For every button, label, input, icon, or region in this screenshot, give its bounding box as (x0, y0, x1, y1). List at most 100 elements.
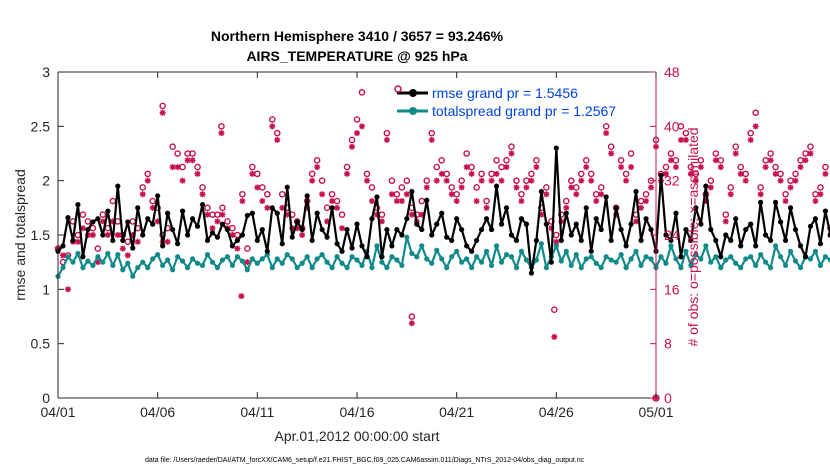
totalspread-point (294, 265, 300, 271)
legend-spread-marker (409, 107, 417, 115)
rmse-point (259, 226, 265, 233)
x-tick-label: 04/21 (439, 404, 474, 420)
rmse-point (279, 241, 285, 247)
obs-assimilated-point (707, 184, 714, 191)
obs-assimilated-point (777, 177, 784, 184)
totalspread-point (763, 259, 769, 265)
rmse-point (454, 216, 460, 222)
y-tick-right-label: 48 (664, 64, 680, 80)
chart-title-line2: AIRS_TEMPERATURE @ 925 hPa (246, 48, 467, 64)
rmse-point (603, 194, 609, 200)
rmse-point (339, 248, 345, 254)
rmse-point (404, 216, 410, 222)
x-tick-label: 05/01 (638, 404, 673, 420)
rmse-point (264, 248, 270, 254)
totalspread-point (618, 251, 624, 258)
obs-assimilated-point (463, 164, 470, 171)
rmse-point (738, 243, 744, 249)
totalspread-point (115, 251, 121, 258)
totalspread-point (274, 256, 280, 262)
obs-assimilated-point (742, 177, 749, 184)
obs-assimilated-point (468, 170, 475, 177)
obs-assimilated-point (189, 157, 196, 164)
obs-possible-point (448, 184, 455, 191)
obs-possible-point (189, 150, 196, 157)
obs-assimilated-point (114, 232, 121, 238)
legend-rmse-marker (409, 89, 417, 97)
totalspread-point (324, 259, 330, 265)
obs-assimilated-point (354, 130, 360, 137)
totalspread-point (234, 254, 240, 260)
x-axis-label: Apr.01,2012 00:00:00 start (274, 428, 439, 444)
obs-possible-point (124, 238, 132, 246)
totalspread-point (693, 251, 699, 258)
totalspread-point (184, 265, 191, 271)
totalspread-point (140, 259, 146, 265)
rmse-point (369, 216, 375, 222)
obs-assimilated-point (643, 198, 650, 205)
rmse-series (55, 145, 830, 276)
obs-assimilated-point (264, 204, 271, 211)
obs-assimilated-point (284, 211, 291, 218)
obs-possible-point (582, 156, 590, 164)
totalspread-point (817, 262, 824, 269)
rmse-point (439, 210, 445, 216)
totalspread-point (488, 262, 495, 269)
rmse-point (748, 221, 754, 227)
rmse-point (229, 243, 236, 249)
obs-assimilated-point (219, 211, 226, 218)
totalspread-point (578, 265, 584, 271)
totalspread-point (543, 265, 549, 271)
totalspread-point (419, 243, 425, 249)
rmse-point (204, 237, 211, 244)
obs-assimilated-point (428, 136, 435, 143)
obs-possible-point (797, 156, 804, 164)
obs-possible-point (169, 143, 176, 151)
obs-possible-point (543, 184, 550, 191)
rmse-point (155, 193, 161, 199)
rmse-point (429, 232, 435, 238)
obs-possible-point (707, 177, 715, 184)
obs-possible-point (533, 156, 540, 164)
y-tick-right-label: 16 (664, 281, 680, 297)
obs-assimilated-point (339, 225, 346, 232)
data-file-note: data file: /Users/raeder/DAI/ATM_forcXX/… (145, 457, 585, 464)
rmse-point (329, 205, 335, 211)
y-tick-label: 2.5 (31, 118, 51, 134)
totalspread-point (723, 257, 729, 263)
obs-possible-point (827, 224, 830, 232)
obs-assimilated-point (358, 123, 365, 130)
totalspread-point (812, 248, 819, 254)
totalspread-point (513, 265, 520, 271)
totalspread-point (822, 254, 829, 260)
obs-possible-point (777, 170, 784, 178)
y-tick-label: 0 (42, 390, 50, 406)
obs-assimilated-point (448, 191, 455, 198)
obs-assimilated-point (648, 184, 655, 191)
rmse-point (763, 232, 769, 238)
obs-assimilated-point (697, 164, 704, 171)
obs-possible-point (762, 156, 769, 164)
rmse-point (424, 197, 430, 203)
obs-possible-point (732, 143, 740, 151)
rmse-point (319, 226, 325, 233)
totalspread-point (454, 248, 460, 254)
totalspread-point (533, 257, 540, 263)
rmse-point (214, 234, 221, 240)
totalspread-point (623, 265, 629, 271)
totalspread-point (189, 256, 196, 262)
totalspread-point (389, 254, 395, 260)
obs-assimilated-point (433, 177, 440, 184)
rmse-point (713, 237, 719, 244)
totalspread-point (713, 254, 719, 260)
obs-assimilated-point (368, 198, 375, 205)
series-layer (54, 89, 830, 402)
rmse-point (628, 221, 634, 227)
obs-assimilated-point (603, 130, 610, 137)
obs-possible-point (328, 190, 336, 198)
totalspread-point (553, 243, 559, 249)
obs-possible-point (249, 163, 256, 171)
rmse-point (668, 237, 674, 244)
obs-assimilated-point (109, 218, 116, 225)
rmse-point (254, 237, 260, 244)
